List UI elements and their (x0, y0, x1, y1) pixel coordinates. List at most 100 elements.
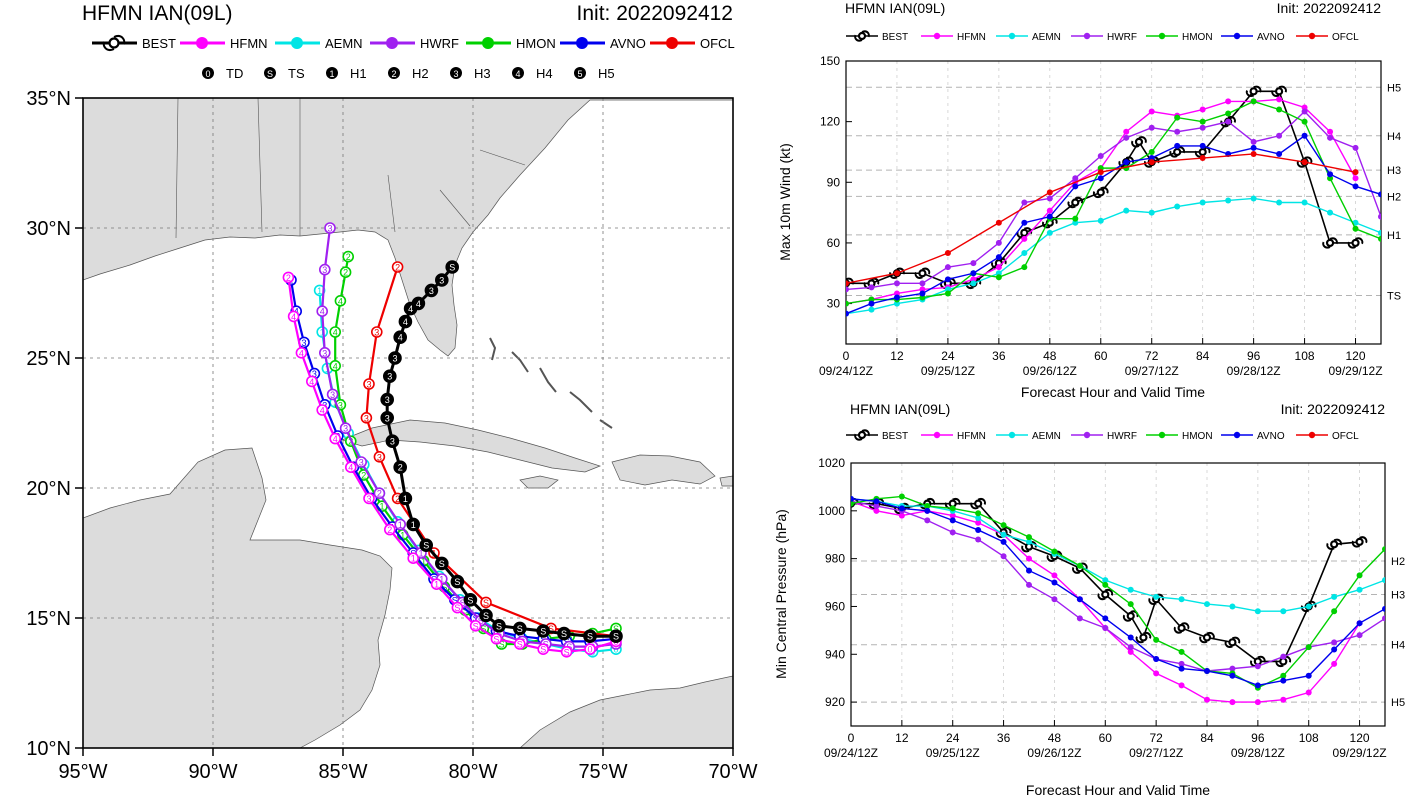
series-point-hmon (1352, 225, 1359, 232)
series-point-aemn (1225, 197, 1232, 204)
stage-marker-text: 2 (286, 273, 291, 283)
hurricane-arm-icon (1296, 160, 1305, 168)
date-tick-label: 09/24/12Z (824, 746, 878, 760)
stage-marker-icon (445, 260, 460, 274)
map-axes: 10°N 15°N 20°N 25°N 30°N 35°N 95°W 90°W 85°W 80°W… (26, 88, 757, 783)
hurricane-arm-icon (1131, 140, 1140, 148)
x-tick-label: 12 (895, 731, 909, 745)
y-tick-label: 1000 (818, 504, 845, 518)
stage-symbol-text: 3 (453, 69, 458, 79)
series-hurricane-icon (1092, 186, 1109, 198)
series-point-hwrf (1102, 624, 1109, 631)
x-tick-label: 120 (1350, 731, 1370, 745)
series-point-hmon (1301, 118, 1308, 125)
legend-label-best: BEST (882, 431, 908, 442)
track-point-hwrf: 1 (394, 518, 407, 531)
series-hurricane-icon (1135, 631, 1152, 644)
track-point-hfmn: 4 (305, 375, 318, 388)
stage-marker-text: 1 (317, 286, 322, 296)
series-point-hmon (1280, 672, 1287, 679)
map-land (83, 98, 733, 748)
track-point-best: S (492, 618, 506, 633)
stage-marker-text: 3 (301, 338, 306, 348)
series-point-hwrf (1250, 138, 1257, 145)
stage-marker-icon (407, 552, 420, 565)
legend-label-avno: AVNO (610, 36, 646, 51)
stage-marker-text: S (587, 632, 593, 642)
stage-marker-icon (329, 326, 342, 338)
track-point-hfmn: 4 (316, 404, 329, 416)
track-point-best: 2 (393, 460, 408, 475)
track-ofcl (365, 266, 617, 638)
series-point-hmon (1225, 110, 1232, 117)
track-point-hfmn: 2 (282, 271, 295, 284)
series-hurricane-icon (1131, 136, 1147, 148)
hurricane-arm-icon (926, 498, 936, 505)
stage-marker-text: S (452, 595, 458, 605)
track-point-hwrf: 3 (339, 422, 352, 435)
hurricane-arm-icon (871, 277, 880, 285)
stage-label-ts: TS (288, 66, 305, 81)
hurricane-eye-icon (108, 37, 120, 49)
date-tick-label: 09/25/12Z (926, 746, 980, 760)
stage-label-h3: H3 (474, 66, 491, 81)
hurricane-arm-icon (1067, 201, 1076, 209)
track-point-best: S (419, 538, 434, 553)
x-tick-label: 12 (890, 349, 904, 363)
track-point-ofcl: 2 (391, 261, 404, 273)
stage-marker-text: 3 (343, 424, 348, 434)
legend-label-hwrf: HWRF (1107, 32, 1137, 43)
land-bahamas (489, 337, 613, 429)
series-point-avno (1072, 183, 1079, 190)
series-hurricane-icon (1067, 196, 1084, 209)
stage-marker-text: S (496, 621, 502, 631)
stage-marker-icon (385, 434, 400, 449)
hurricane-eye-icon (1139, 633, 1148, 642)
hurricane-arm-icon (1206, 631, 1215, 639)
series-group (851, 493, 1385, 706)
track-point-best: S (557, 626, 571, 641)
stage-marker-icon (324, 222, 336, 234)
series-point-hfmn (1327, 128, 1334, 135)
series-point-avno (1378, 191, 1381, 198)
series-point-avno (949, 517, 956, 524)
stage-marker-text: 1 (439, 575, 444, 585)
series-point-aemn (1127, 586, 1134, 593)
series-point-aemn (970, 280, 977, 287)
legend-hurricane-icon (854, 30, 870, 42)
series-point-avno (1352, 183, 1359, 190)
track-point-hwrf: 2 (373, 487, 386, 500)
track-point-hmon: 3 (334, 398, 347, 411)
y-tick-label: 150 (820, 54, 840, 68)
hurricane-arm-icon (1143, 160, 1153, 168)
legend-label-hfmn: HFMN (957, 431, 986, 442)
x-tick-label: 96 (1251, 731, 1265, 745)
legend-dot-hfmn (933, 431, 941, 439)
hurricane-arm-icon (970, 502, 979, 510)
series-point-hmon (1199, 118, 1206, 125)
hurricane-arm-icon (1359, 536, 1368, 544)
stage-marker-text: 3 (385, 413, 390, 423)
stage-marker-text: S (540, 645, 546, 655)
stage-symbol-icon (388, 67, 400, 79)
stage-marker-text: S (483, 598, 489, 608)
series-point-avno (873, 498, 880, 505)
stage-marker-text: S (460, 598, 466, 608)
stage-marker-text: S (499, 640, 505, 650)
series-point-avno (1356, 620, 1363, 627)
stage-marker-text: 3 (385, 395, 390, 405)
series-point-hfmn (995, 264, 1002, 271)
stage-marker-icon (393, 330, 408, 345)
series-point-aemn (1229, 603, 1236, 610)
series-point-hmon (1072, 215, 1079, 222)
track-point-hwrf: 3 (355, 456, 368, 468)
series-point-hmon (944, 290, 951, 297)
date-tick-label: 09/25/12Z (921, 364, 975, 378)
hurricane-arm-icon (1046, 554, 1055, 562)
hurricane-arm-icon (1042, 221, 1051, 229)
series-hurricane-icon (1245, 85, 1262, 97)
stage-marker-icon (316, 305, 329, 318)
y-tick-label: 980 (825, 552, 845, 566)
y-tick-label: 30 (827, 297, 841, 311)
x-tick-label: 84 (1196, 349, 1210, 363)
